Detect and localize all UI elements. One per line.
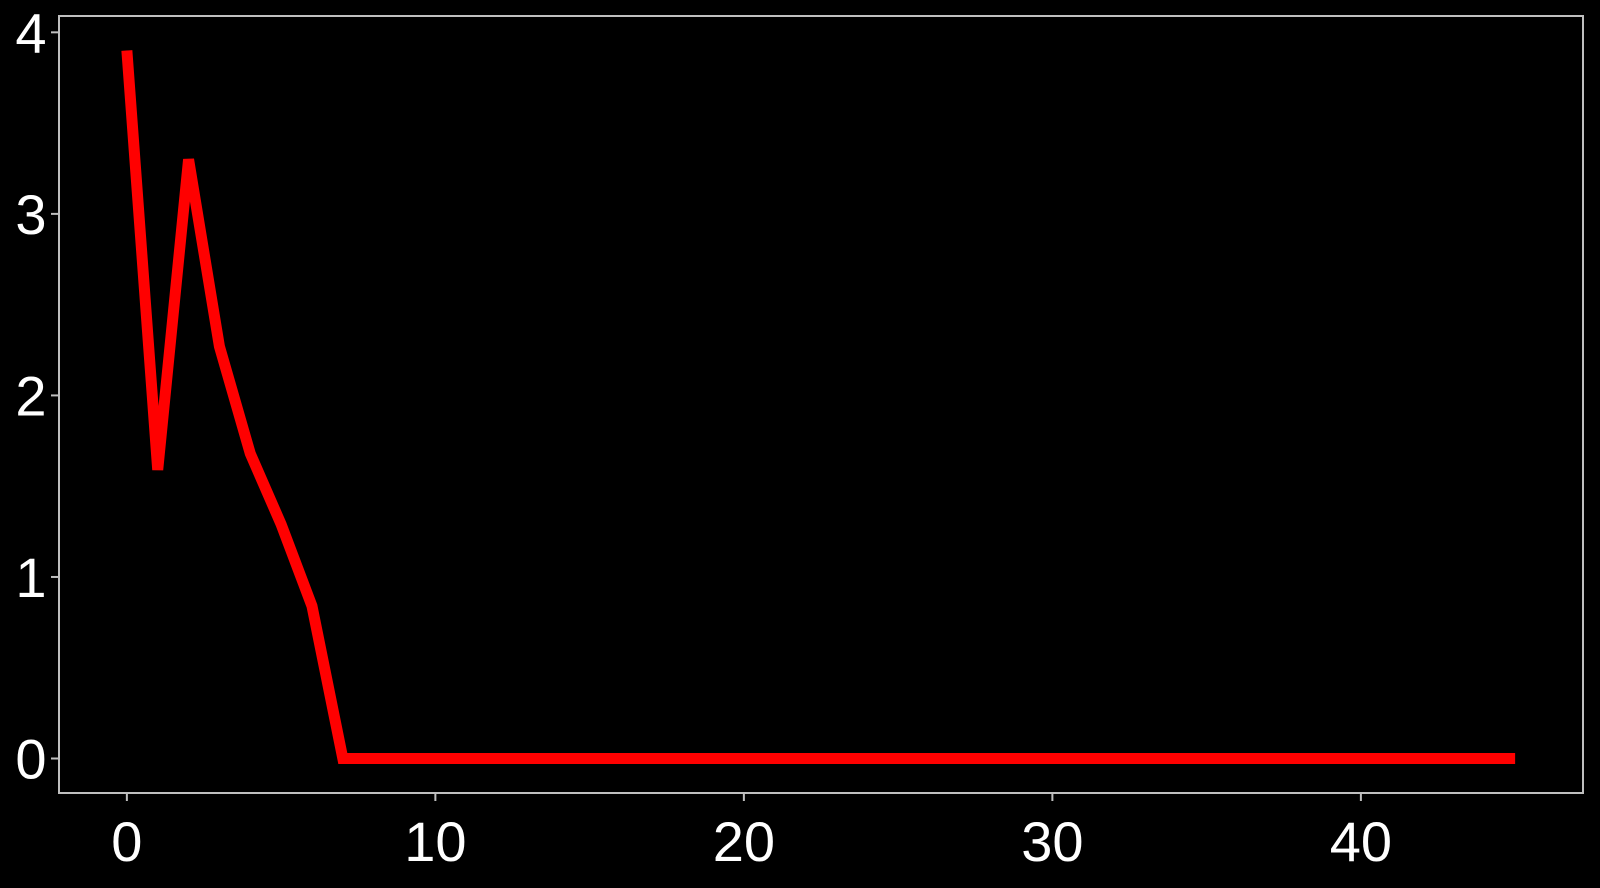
x-tick-label: 40: [1330, 810, 1392, 873]
y-tick-label: 1: [15, 546, 46, 609]
x-tick-label: 20: [713, 810, 775, 873]
y-axis: 0 1 2 3 4: [15, 1, 59, 791]
x-tick-label: 0: [111, 810, 142, 873]
x-tick-label: 30: [1021, 810, 1083, 873]
y-tick-label: 3: [15, 183, 46, 246]
x-axis: 0 10 20 30 40: [111, 793, 1392, 873]
series-line: [121, 50, 1516, 765]
y-tick-label: 2: [15, 364, 46, 427]
series-layer: [121, 50, 1516, 765]
y-tick-label: 4: [15, 1, 46, 64]
y-tick-label: 0: [15, 728, 46, 791]
x-tick-label: 10: [404, 810, 466, 873]
plot-area-frame: [58, 15, 1584, 794]
